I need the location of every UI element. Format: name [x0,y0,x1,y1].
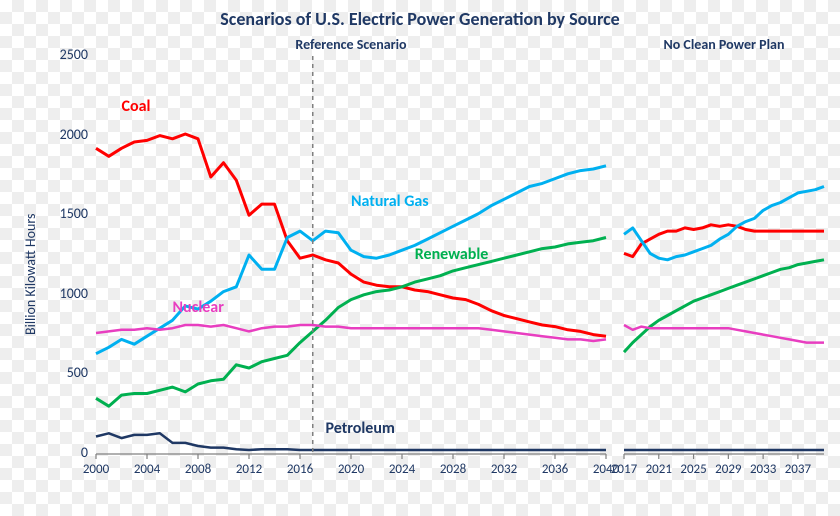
y-tick-label: 500 [40,364,88,381]
ncpp-panel-svg [624,56,824,464]
x-tick-label: 2020 [331,462,371,477]
panel-title-ncpp: No Clean Power Plan [624,36,824,53]
x-tick-label: 2008 [178,462,218,477]
reference-panel-svg [96,56,606,464]
series-coal [624,225,824,257]
y-tick-label: 1500 [40,205,88,222]
y-axis-label: Billion Kilowatt Hours [22,214,39,335]
series-renewable [624,260,824,352]
y-tick-label: 2500 [40,46,88,63]
main-title: Scenarios of U.S. Electric Power Generat… [0,8,840,30]
x-tick-label: 2016 [280,462,320,477]
series-natural_gas [624,187,824,260]
series-label-petroleum: Petroleum [326,419,395,438]
x-tick-label: 2028 [433,462,473,477]
x-tick-label: 2032 [484,462,524,477]
series-nuclear [96,325,606,341]
x-tick-label: 2004 [127,462,167,477]
series-label-coal: Coal [122,97,151,116]
series-label-renewable: Renewable [415,245,489,264]
series-label-nuclear: Nuclear [173,298,224,317]
chart-stage: Scenarios of U.S. Electric Power Generat… [0,0,840,516]
x-tick-label: 2000 [76,462,116,477]
x-tick-label: 2036 [535,462,575,477]
x-tick-label: 2024 [382,462,422,477]
panel-title-reference: Reference Scenario [96,36,606,53]
series-nuclear [624,325,824,343]
series-label-natural_gas: Natural Gas [351,192,429,211]
x-tick-label: 2037 [778,462,818,477]
x-tick-label: 2012 [229,462,269,477]
y-tick-label: 1000 [40,285,88,302]
y-tick-label: 0 [40,444,88,461]
y-tick-label: 2000 [40,126,88,143]
